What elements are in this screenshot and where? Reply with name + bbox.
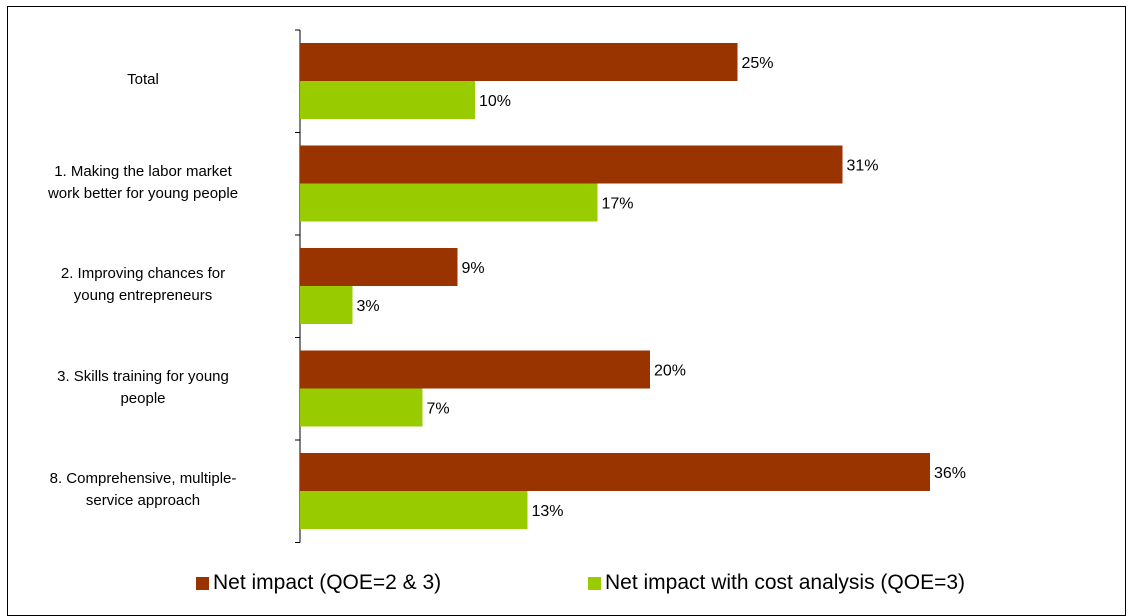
category-label: 8. Comprehensive, multiple- service appr… — [49, 470, 237, 509]
legend-item-net-impact: Net impact (QOE=2 & 3) — [196, 570, 441, 596]
bar-net-impact-cost-3 — [300, 388, 423, 427]
bar-net-impact-4 — [300, 453, 930, 491]
data-label: 31% — [847, 158, 879, 175]
data-label: 9% — [462, 260, 485, 277]
legend-swatch-net-impact-cost — [588, 576, 601, 590]
legend-label-net-impact: Net impact (QOE=2 & 3) — [213, 571, 442, 594]
category-label: 1. Making the labor market work better f… — [47, 162, 239, 202]
bar-net-impact-1 — [300, 145, 843, 184]
category-label: Total — [127, 71, 159, 88]
bar-net-impact-3 — [300, 350, 650, 389]
legend-label-net-impact-cost: Net impact with cost analysis (QOE=3) — [605, 571, 966, 594]
category-label: 3. Skills training for young people — [57, 367, 229, 407]
data-label: 17% — [602, 196, 634, 213]
legend-item-net-impact-cost: Net impact with cost analysis (QOE=3) — [588, 570, 965, 596]
bar-net-impact-cost-0 — [300, 81, 475, 119]
data-label: 36% — [934, 465, 966, 482]
data-label: 13% — [532, 503, 564, 520]
data-label: 3% — [357, 298, 380, 315]
data-label: 20% — [654, 363, 686, 380]
bar-net-impact-0 — [300, 43, 738, 81]
legend-swatch-net-impact — [196, 576, 209, 590]
chart-frame — [7, 6, 1126, 616]
bar-net-impact-cost-4 — [300, 491, 528, 529]
bar-net-impact-cost-2 — [300, 286, 353, 324]
data-label: 10% — [479, 93, 511, 110]
bar-net-impact-2 — [300, 248, 458, 286]
data-label: 25% — [742, 55, 774, 72]
data-label: 7% — [427, 401, 450, 418]
bar-net-impact-cost-1 — [300, 183, 598, 222]
category-label: 2. Improving chances for young entrepren… — [60, 265, 226, 304]
